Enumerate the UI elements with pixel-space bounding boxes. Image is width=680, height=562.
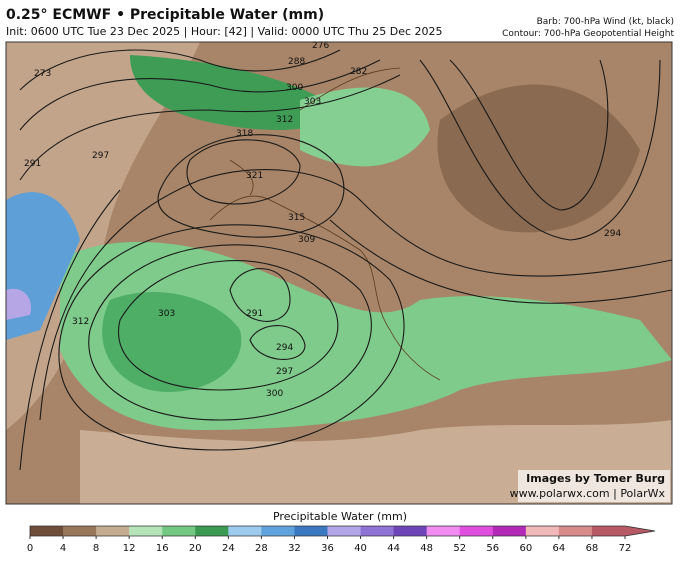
moisture-area <box>6 42 200 430</box>
colorbar: Precipitable Water (mm) 0 4 8 12 16 20 24 28 32 3… <box>27 510 656 554</box>
credit: Images by Tomer Burg <box>526 472 665 485</box>
contour-label: 318 <box>236 129 253 139</box>
colorbar-segment <box>162 526 196 536</box>
colorbar-tick-label: 72 <box>619 543 632 554</box>
colorbar-tick-label: 40 <box>354 543 367 554</box>
title: 0.25° ECMWF • Precipitable Water (mm) <box>6 7 324 23</box>
contour-label: 294 <box>276 343 293 353</box>
contour-label: 321 <box>246 171 263 181</box>
colorbar-tick-label: 64 <box>553 543 566 554</box>
colorbar-segment <box>393 526 428 536</box>
contour <box>229 268 291 322</box>
coastline <box>229 67 401 196</box>
coastline <box>209 195 441 381</box>
colorbar-segment <box>327 526 362 536</box>
legend-note: Contour: 700-hPa Geopotential Height <box>502 29 674 39</box>
legend-note: Barb: 700-hPa Wind (kt, black) <box>537 17 674 27</box>
colorbar-segment <box>30 526 64 536</box>
colorbar-segment <box>294 526 328 536</box>
contour-label: 291 <box>246 309 263 319</box>
colorbar-tick-label: 52 <box>453 543 466 554</box>
contour-label: 288 <box>288 57 305 67</box>
contour-label: 297 <box>276 367 293 377</box>
contour <box>419 59 661 241</box>
colorbar-tick-label: 32 <box>288 543 301 554</box>
colorbar-tick-label: 16 <box>156 543 169 554</box>
map: 273 276 288 282 300 303 312 318 321 315 … <box>5 41 673 505</box>
contour-label: 300 <box>286 83 303 93</box>
colorbar-segment <box>228 526 262 536</box>
colorbar-segment <box>459 526 494 536</box>
colorbar-segment <box>63 526 97 536</box>
contour-label: 315 <box>288 213 305 223</box>
colorbar-segment <box>558 526 593 536</box>
colorbar-tick-label: 48 <box>420 543 433 554</box>
colorbar-tick-label: 4 <box>60 543 66 554</box>
contour <box>19 189 672 471</box>
contour-label: 303 <box>304 97 321 107</box>
subtitle: Init: 0600 UTC Tue 23 Dec 2025 | Hour: [… <box>6 25 443 38</box>
colorbar-segment <box>426 526 461 536</box>
colorbar-segment <box>96 526 130 536</box>
colorbar-tick-label: 24 <box>222 543 235 554</box>
contour <box>39 169 672 421</box>
map-frame <box>5 41 673 505</box>
colorbar-segment <box>129 526 163 536</box>
contour-label: 300 <box>266 389 283 399</box>
contour <box>157 134 345 238</box>
colorbar-tick-label: 56 <box>486 543 499 554</box>
contour <box>58 224 405 451</box>
dry-area <box>437 84 640 233</box>
colorbar-tick-label: 36 <box>321 543 334 554</box>
credit: www.polarwx.com | PolarWx <box>510 487 666 500</box>
moisture-area <box>130 55 340 130</box>
contour <box>19 74 401 181</box>
colorbar-tick-label: 28 <box>255 543 268 554</box>
contour <box>249 325 306 360</box>
colorbar-segment <box>591 526 626 536</box>
contour <box>19 49 341 91</box>
contour-label: 294 <box>604 229 621 239</box>
colorbar-outline <box>29 525 656 537</box>
contour-label: 291 <box>24 159 41 169</box>
moisture-area <box>300 87 430 167</box>
colorbar-tick-label: 20 <box>189 543 202 554</box>
colorbar-segment <box>492 526 527 536</box>
contour-label: 309 <box>298 235 315 245</box>
contour <box>19 59 381 131</box>
colorbar-tick-label: 68 <box>586 543 599 554</box>
colorbar-tick-label: 44 <box>387 543 400 554</box>
contour-labels: 273 276 288 282 300 303 312 318 321 315 … <box>24 41 621 399</box>
colorbar-title: Precipitable Water (mm) <box>273 510 407 523</box>
contour-label: 282 <box>350 67 367 77</box>
contour <box>88 244 372 421</box>
contour-label: 312 <box>276 115 293 125</box>
moisture-area <box>60 241 672 430</box>
contour <box>449 59 609 211</box>
contour-label: 312 <box>72 317 89 327</box>
moisture-area <box>6 288 31 320</box>
colorbar-segment <box>360 526 395 536</box>
colorbar-tick-label: 60 <box>519 543 532 554</box>
colorbar-tick-label: 0 <box>27 543 33 554</box>
contour <box>118 260 339 391</box>
colorbar-segment <box>195 526 229 536</box>
moisture-area <box>102 291 242 392</box>
colorbar-tick-label: 8 <box>93 543 99 554</box>
colorbar-tick-label: 12 <box>123 543 136 554</box>
contour-label: 297 <box>92 151 109 161</box>
colorbar-segment <box>261 526 295 536</box>
contour-label: 303 <box>158 309 175 319</box>
colorbar-segment <box>525 526 560 536</box>
colorbar-extend <box>625 526 655 536</box>
contour-label: 273 <box>34 69 51 79</box>
credit-box <box>518 470 670 502</box>
contour-label: 276 <box>312 41 329 51</box>
